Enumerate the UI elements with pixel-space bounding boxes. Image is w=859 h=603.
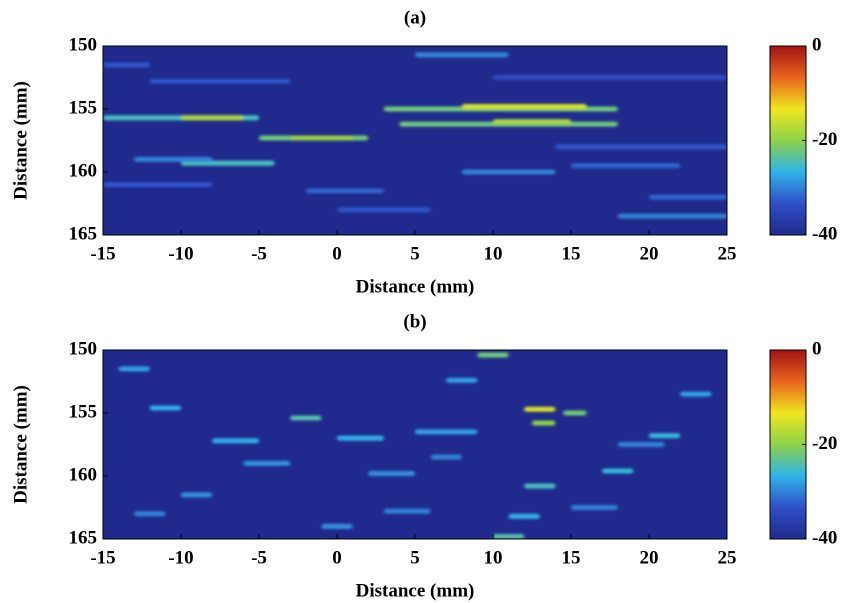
heatmap-streak <box>430 454 462 460</box>
heatmap-streak <box>493 119 571 125</box>
x-tick-label: -15 <box>90 547 115 568</box>
y-tick-label: 160 <box>69 464 98 485</box>
heatmap-streak <box>337 207 431 213</box>
heatmap-streak <box>290 415 322 421</box>
heatmap-streak <box>493 533 525 539</box>
x-tick-label: -10 <box>168 547 193 568</box>
y-axis-label: Distance (mm) <box>10 385 31 504</box>
colorbar <box>769 349 807 540</box>
heatmap-streak <box>477 352 509 358</box>
x-tick-label: 25 <box>718 243 737 264</box>
y-tick-label: 150 <box>69 338 98 359</box>
heatmap-streak <box>532 420 556 426</box>
heatmap-streak <box>563 410 587 416</box>
heatmap-streak <box>243 460 291 466</box>
colorbar-tick-label: 0 <box>812 34 822 55</box>
heatmap-streak <box>617 441 665 448</box>
colorbar-tick-label: 0 <box>812 338 822 359</box>
panel-title: (b) <box>403 311 426 332</box>
y-tick-label: 165 <box>69 223 98 244</box>
heatmap-cells <box>103 52 727 219</box>
heatmap-streak <box>337 435 384 441</box>
heatmap-streak <box>602 468 634 474</box>
heatmap-streak <box>181 492 213 498</box>
heatmap-streak <box>524 406 556 412</box>
heatmap-streak <box>368 470 415 476</box>
heatmap-streak <box>290 135 353 141</box>
heatmap-streak <box>415 52 509 58</box>
y-tick-label: 155 <box>69 97 98 118</box>
heatmap-streak <box>617 213 727 219</box>
heatmap-streak <box>461 169 556 175</box>
heatmap-streak <box>680 391 712 397</box>
heatmap-streak <box>415 429 478 435</box>
heatmap-streak <box>493 74 727 81</box>
x-tick-label: 15 <box>562 547 581 568</box>
colorbar-tick-label: -40 <box>812 223 837 244</box>
heatmap-streak <box>321 523 353 529</box>
colorbar-tick-label: -20 <box>812 129 837 150</box>
heatmap-streak <box>149 78 291 84</box>
heatmap-streak <box>555 144 727 150</box>
heatmap-streak <box>118 366 150 372</box>
heatmap-streak <box>446 377 478 383</box>
heatmap-streak <box>134 511 166 517</box>
x-axis-label: Distance (mm) <box>356 276 475 297</box>
heatmap-streak <box>305 188 384 194</box>
heatmap-streak <box>571 163 681 169</box>
x-tick-label: 10 <box>484 243 503 264</box>
x-tick-label: 5 <box>410 243 420 264</box>
y-tick-label: 165 <box>69 527 98 548</box>
x-axis-label: Distance (mm) <box>356 580 475 601</box>
heatmap-streak <box>212 438 259 444</box>
x-tick-label: 5 <box>410 547 420 568</box>
heatmap-streak <box>649 433 681 439</box>
y-tick-label: 155 <box>69 401 98 422</box>
heatmap-streak <box>524 483 556 489</box>
heatmap-cells <box>118 352 712 539</box>
x-tick-label: -10 <box>168 243 193 264</box>
colorbar <box>769 45 807 236</box>
y-axis-label: Distance (mm) <box>10 81 31 200</box>
x-tick-label: -15 <box>90 243 115 264</box>
colorbar-tick-label: -40 <box>812 527 837 548</box>
heatmap-streak <box>103 182 213 188</box>
x-tick-label: 15 <box>562 243 581 264</box>
heatmap-background <box>103 46 727 235</box>
x-tick-label: 10 <box>484 547 503 568</box>
colorbar-tick-label: -20 <box>812 433 837 454</box>
x-tick-label: 20 <box>640 243 659 264</box>
heatmap-streak <box>571 504 618 511</box>
panel-title: (a) <box>404 7 426 28</box>
y-tick-label: 160 <box>69 160 98 181</box>
heatmap-streak <box>103 62 150 68</box>
x-tick-label: -5 <box>251 547 267 568</box>
x-tick-label: 25 <box>718 547 737 568</box>
x-tick-label: 20 <box>640 547 659 568</box>
heatmap-streak <box>383 508 431 514</box>
heatmap-streak <box>508 513 540 519</box>
x-tick-label: 0 <box>332 547 342 568</box>
heatmap-streak <box>181 115 244 121</box>
heatmap-streak <box>149 405 181 411</box>
x-tick-label: 0 <box>332 243 342 264</box>
y-tick-label: 150 <box>69 34 98 55</box>
x-tick-label: -5 <box>251 243 267 264</box>
heatmap-streak <box>461 103 587 109</box>
heatmap-streak <box>649 194 727 200</box>
heatmap-streak <box>134 156 213 162</box>
